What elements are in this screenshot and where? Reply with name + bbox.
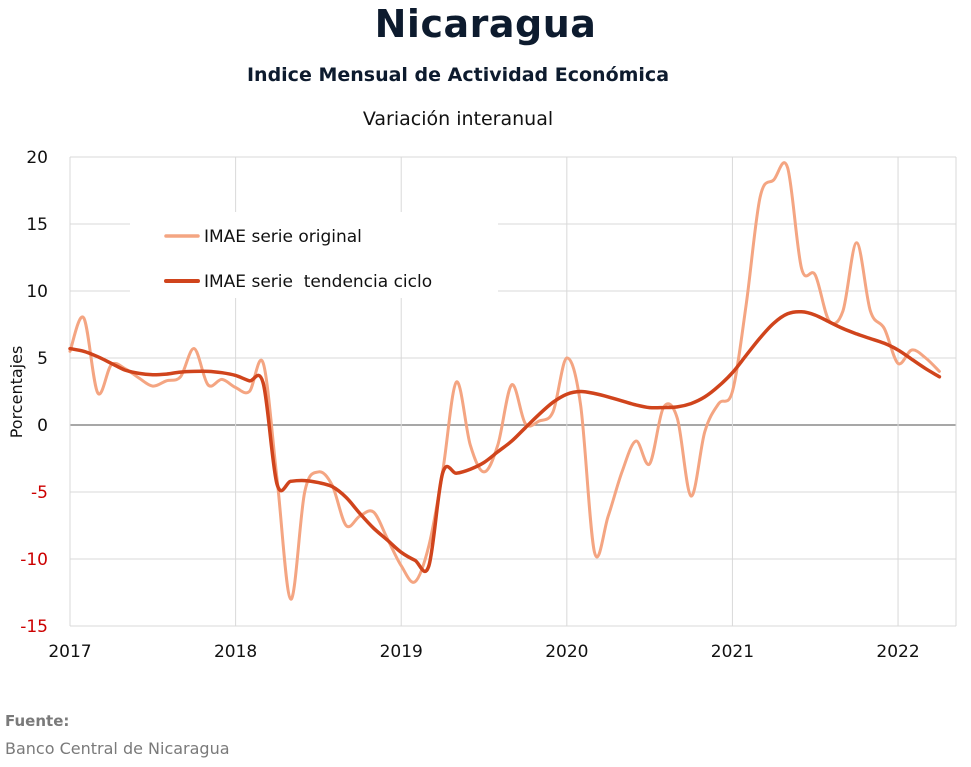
chart-subsubtitle: Variación interanual [362,108,554,130]
y-tick-label: -10 [20,550,48,570]
x-tick-label: 2022 [876,642,919,662]
x-tick-label: 2018 [214,642,257,662]
chart-subtitle: Indice Mensual de Actividad Económica [246,64,670,86]
series-line-original [68,161,941,601]
legend-background [130,212,498,298]
source-value: Banco Central de Nicaragua [5,739,230,758]
x-tick-label: 2021 [711,642,754,662]
legend-label-original: IMAE serie original [204,227,362,247]
y-tick-label: 15 [26,215,48,235]
axis-ticks: -15 -10 -5 0 5 10 15 20 2017 2018 2019 2020 2021 2022 [20,148,919,662]
x-tick-label: 2017 [48,642,91,662]
legend: IMAE serie original IMAE serie tendencia… [130,212,498,298]
y-tick-label: 20 [26,148,48,168]
y-tick-label: 5 [37,349,48,369]
series [68,161,942,601]
x-tick-label: 2019 [380,642,423,662]
series-line-trend [68,309,942,574]
source-label: Fuente: [5,712,70,730]
y-axis-label: Porcentajes [7,346,26,439]
chart-title: Nicaragua [374,2,597,46]
x-tick-label: 2020 [545,642,588,662]
legend-label-trend: IMAE serie tendencia ciclo [204,272,432,292]
y-tick-label: 10 [26,282,48,302]
y-tick-label: -5 [31,483,48,503]
y-tick-label: -15 [20,617,48,637]
y-tick-label: 0 [37,416,48,436]
